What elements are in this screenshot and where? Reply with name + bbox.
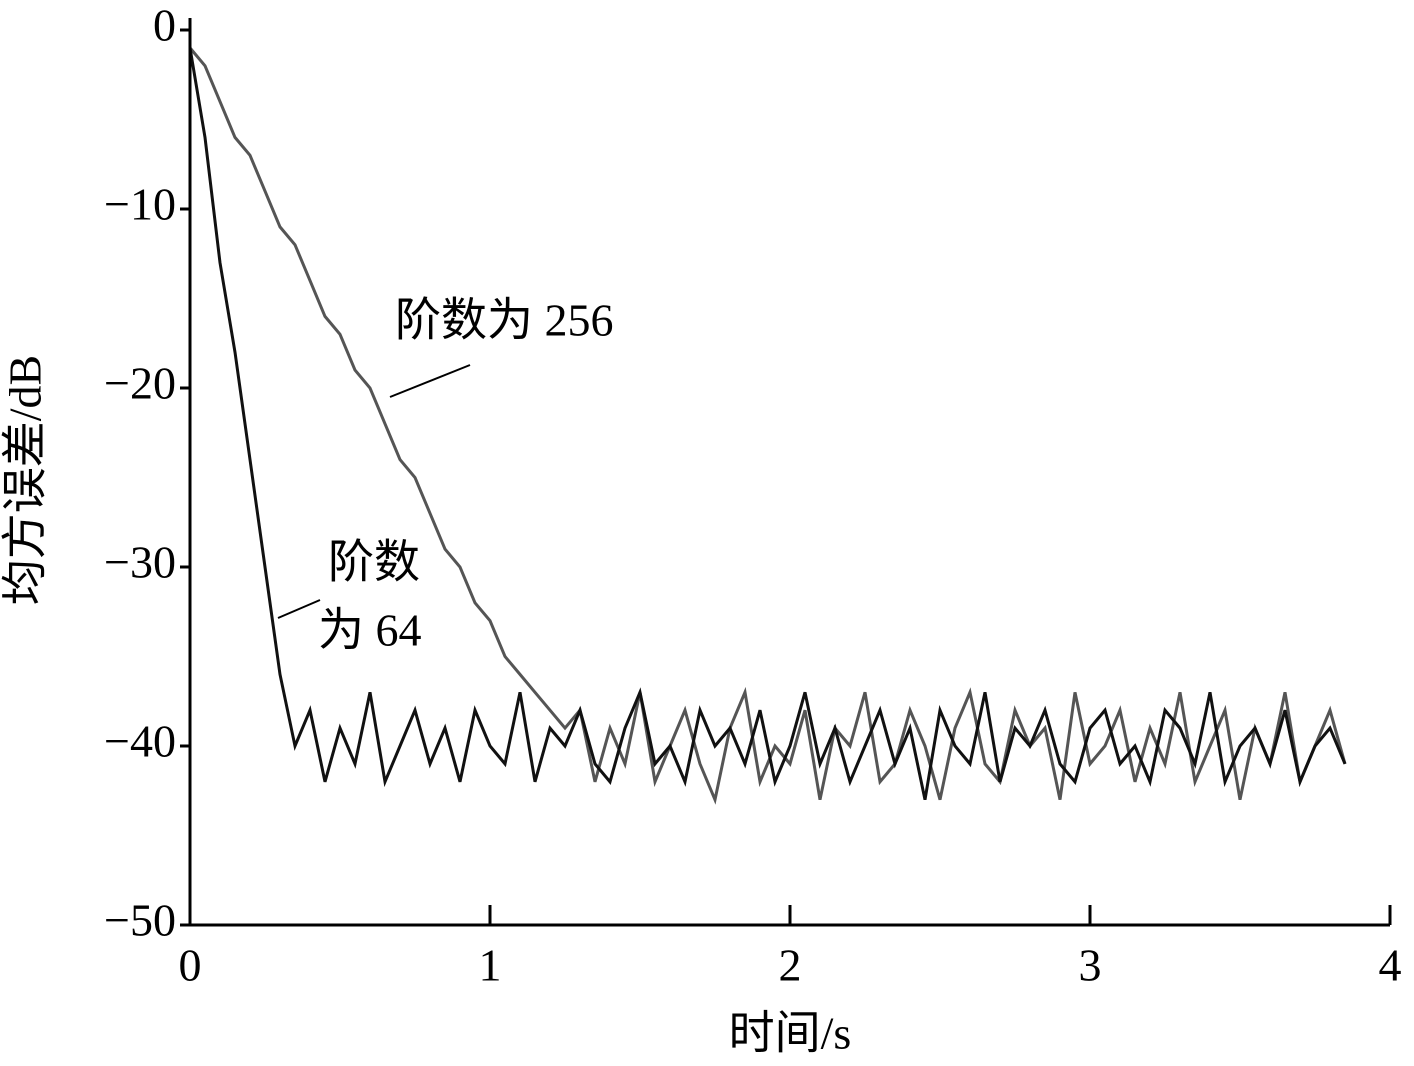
x-tick-label: 4	[1379, 940, 1402, 991]
y-tick-label: −50	[104, 895, 176, 946]
x-tick-label: 1	[479, 940, 502, 991]
x-tick-label: 3	[1079, 940, 1102, 991]
x-tick-label: 0	[179, 940, 202, 991]
leader-line	[389, 364, 471, 398]
series-line	[188, 46, 1347, 805]
y-tick-label: −20	[104, 358, 176, 409]
axes	[188, 18, 1390, 927]
y-tick-label: −10	[104, 179, 176, 230]
leader-line	[277, 599, 321, 619]
y-tick-label: −30	[104, 537, 176, 588]
x-tick-label: 2	[779, 940, 802, 991]
series-line	[188, 47, 1347, 801]
x-axis-label: 时间/s	[729, 1008, 852, 1059]
y-tick-label: −40	[104, 716, 176, 767]
y-tick-label: 0	[153, 0, 176, 51]
y-axis-label: 均方误差/dB	[0, 355, 51, 605]
annotation: 阶数	[328, 537, 420, 588]
annotation: 阶数为 256	[395, 295, 614, 346]
annotation: 为 64	[318, 605, 422, 656]
